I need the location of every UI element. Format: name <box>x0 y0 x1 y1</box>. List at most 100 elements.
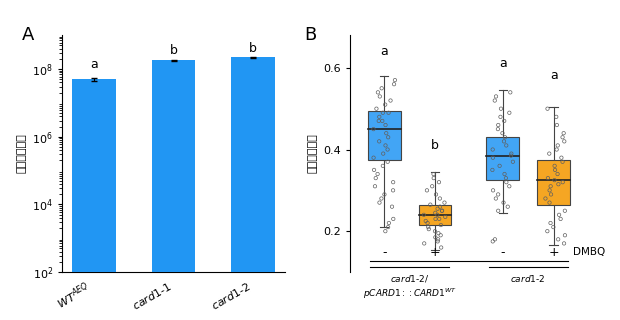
Point <box>434 180 444 185</box>
Point <box>543 176 553 181</box>
Point <box>490 237 500 242</box>
Point <box>390 77 400 83</box>
Point <box>504 184 514 189</box>
Text: $\mathit{card1}$-$\mathit{2/}$
$\mathit{pCARD1::CARD1}^{\mathit{WT}}$: $\mathit{card1}$-$\mathit{2/}$ $\mathit{… <box>363 273 457 301</box>
Text: a: a <box>380 45 388 58</box>
Point <box>437 208 447 213</box>
Point <box>503 204 513 209</box>
Point <box>428 172 438 177</box>
Bar <box>152 60 195 320</box>
Point <box>374 118 384 124</box>
Point <box>433 239 443 244</box>
Point <box>544 188 554 193</box>
Point <box>502 180 512 185</box>
Point <box>436 222 446 228</box>
Point <box>371 176 381 181</box>
Y-axis label: 気孔の開閉度: 気孔の開閉度 <box>308 134 318 173</box>
Point <box>423 225 433 230</box>
Point <box>381 143 391 148</box>
Point <box>381 131 391 136</box>
Point <box>374 200 384 205</box>
Point <box>369 155 379 160</box>
Point <box>488 188 498 193</box>
Bar <box>368 111 401 160</box>
Point <box>419 212 429 217</box>
Point <box>559 241 569 246</box>
Y-axis label: 葉組織の菌直: 葉組織の菌直 <box>17 134 27 173</box>
Point <box>430 235 440 240</box>
Point <box>437 208 447 213</box>
Point <box>389 82 399 87</box>
Point <box>377 86 387 91</box>
Point <box>434 216 444 221</box>
Point <box>424 227 434 232</box>
Point <box>490 98 500 103</box>
Point <box>556 155 566 160</box>
Point <box>497 131 507 136</box>
Point <box>440 214 450 220</box>
Point <box>386 98 396 103</box>
Point <box>368 126 378 132</box>
Point <box>488 239 498 244</box>
Point <box>383 135 393 140</box>
Point <box>499 118 509 124</box>
Point <box>546 220 556 226</box>
Point <box>500 135 510 140</box>
Point <box>422 188 432 193</box>
Text: DMBQ: DMBQ <box>574 247 606 257</box>
Text: +: + <box>430 246 440 259</box>
Bar <box>231 58 275 320</box>
Point <box>544 151 554 156</box>
Point <box>495 114 505 119</box>
Point <box>419 241 429 246</box>
Text: b: b <box>170 44 177 58</box>
Point <box>488 155 498 160</box>
Point <box>430 216 440 221</box>
Point <box>383 225 393 230</box>
Point <box>433 237 443 242</box>
Point <box>548 225 558 230</box>
Point <box>494 208 503 213</box>
Point <box>378 118 388 124</box>
Point <box>435 204 445 209</box>
Point <box>488 147 498 152</box>
Point <box>378 110 388 115</box>
Point <box>559 139 569 144</box>
Point <box>423 220 433 226</box>
Bar <box>487 137 519 180</box>
Point <box>502 143 512 148</box>
Point <box>388 216 398 221</box>
Point <box>379 192 389 197</box>
Text: $\mathit{card1}$-$\mathit{2}$: $\mathit{card1}$-$\mathit{2}$ <box>510 273 546 284</box>
Point <box>505 110 515 115</box>
Point <box>435 196 445 201</box>
Point <box>432 212 442 217</box>
Point <box>558 180 568 185</box>
Point <box>436 245 446 250</box>
Point <box>374 114 384 119</box>
Point <box>371 106 381 111</box>
Point <box>542 106 552 111</box>
Point <box>556 216 565 221</box>
Point <box>554 182 564 187</box>
Point <box>546 184 556 189</box>
Point <box>387 204 397 209</box>
Text: b: b <box>249 42 257 55</box>
Text: -: - <box>500 246 505 259</box>
Point <box>384 220 394 226</box>
Point <box>494 123 503 128</box>
Point <box>550 163 560 168</box>
Point <box>384 110 394 115</box>
Point <box>552 123 562 128</box>
Point <box>430 210 440 215</box>
Point <box>559 131 569 136</box>
Text: +: + <box>548 246 559 259</box>
Point <box>369 167 379 172</box>
Point <box>375 94 385 99</box>
Point <box>499 139 509 144</box>
Point <box>554 212 564 217</box>
Point <box>429 176 439 181</box>
Point <box>546 192 556 197</box>
Point <box>552 147 562 152</box>
Point <box>388 188 398 193</box>
